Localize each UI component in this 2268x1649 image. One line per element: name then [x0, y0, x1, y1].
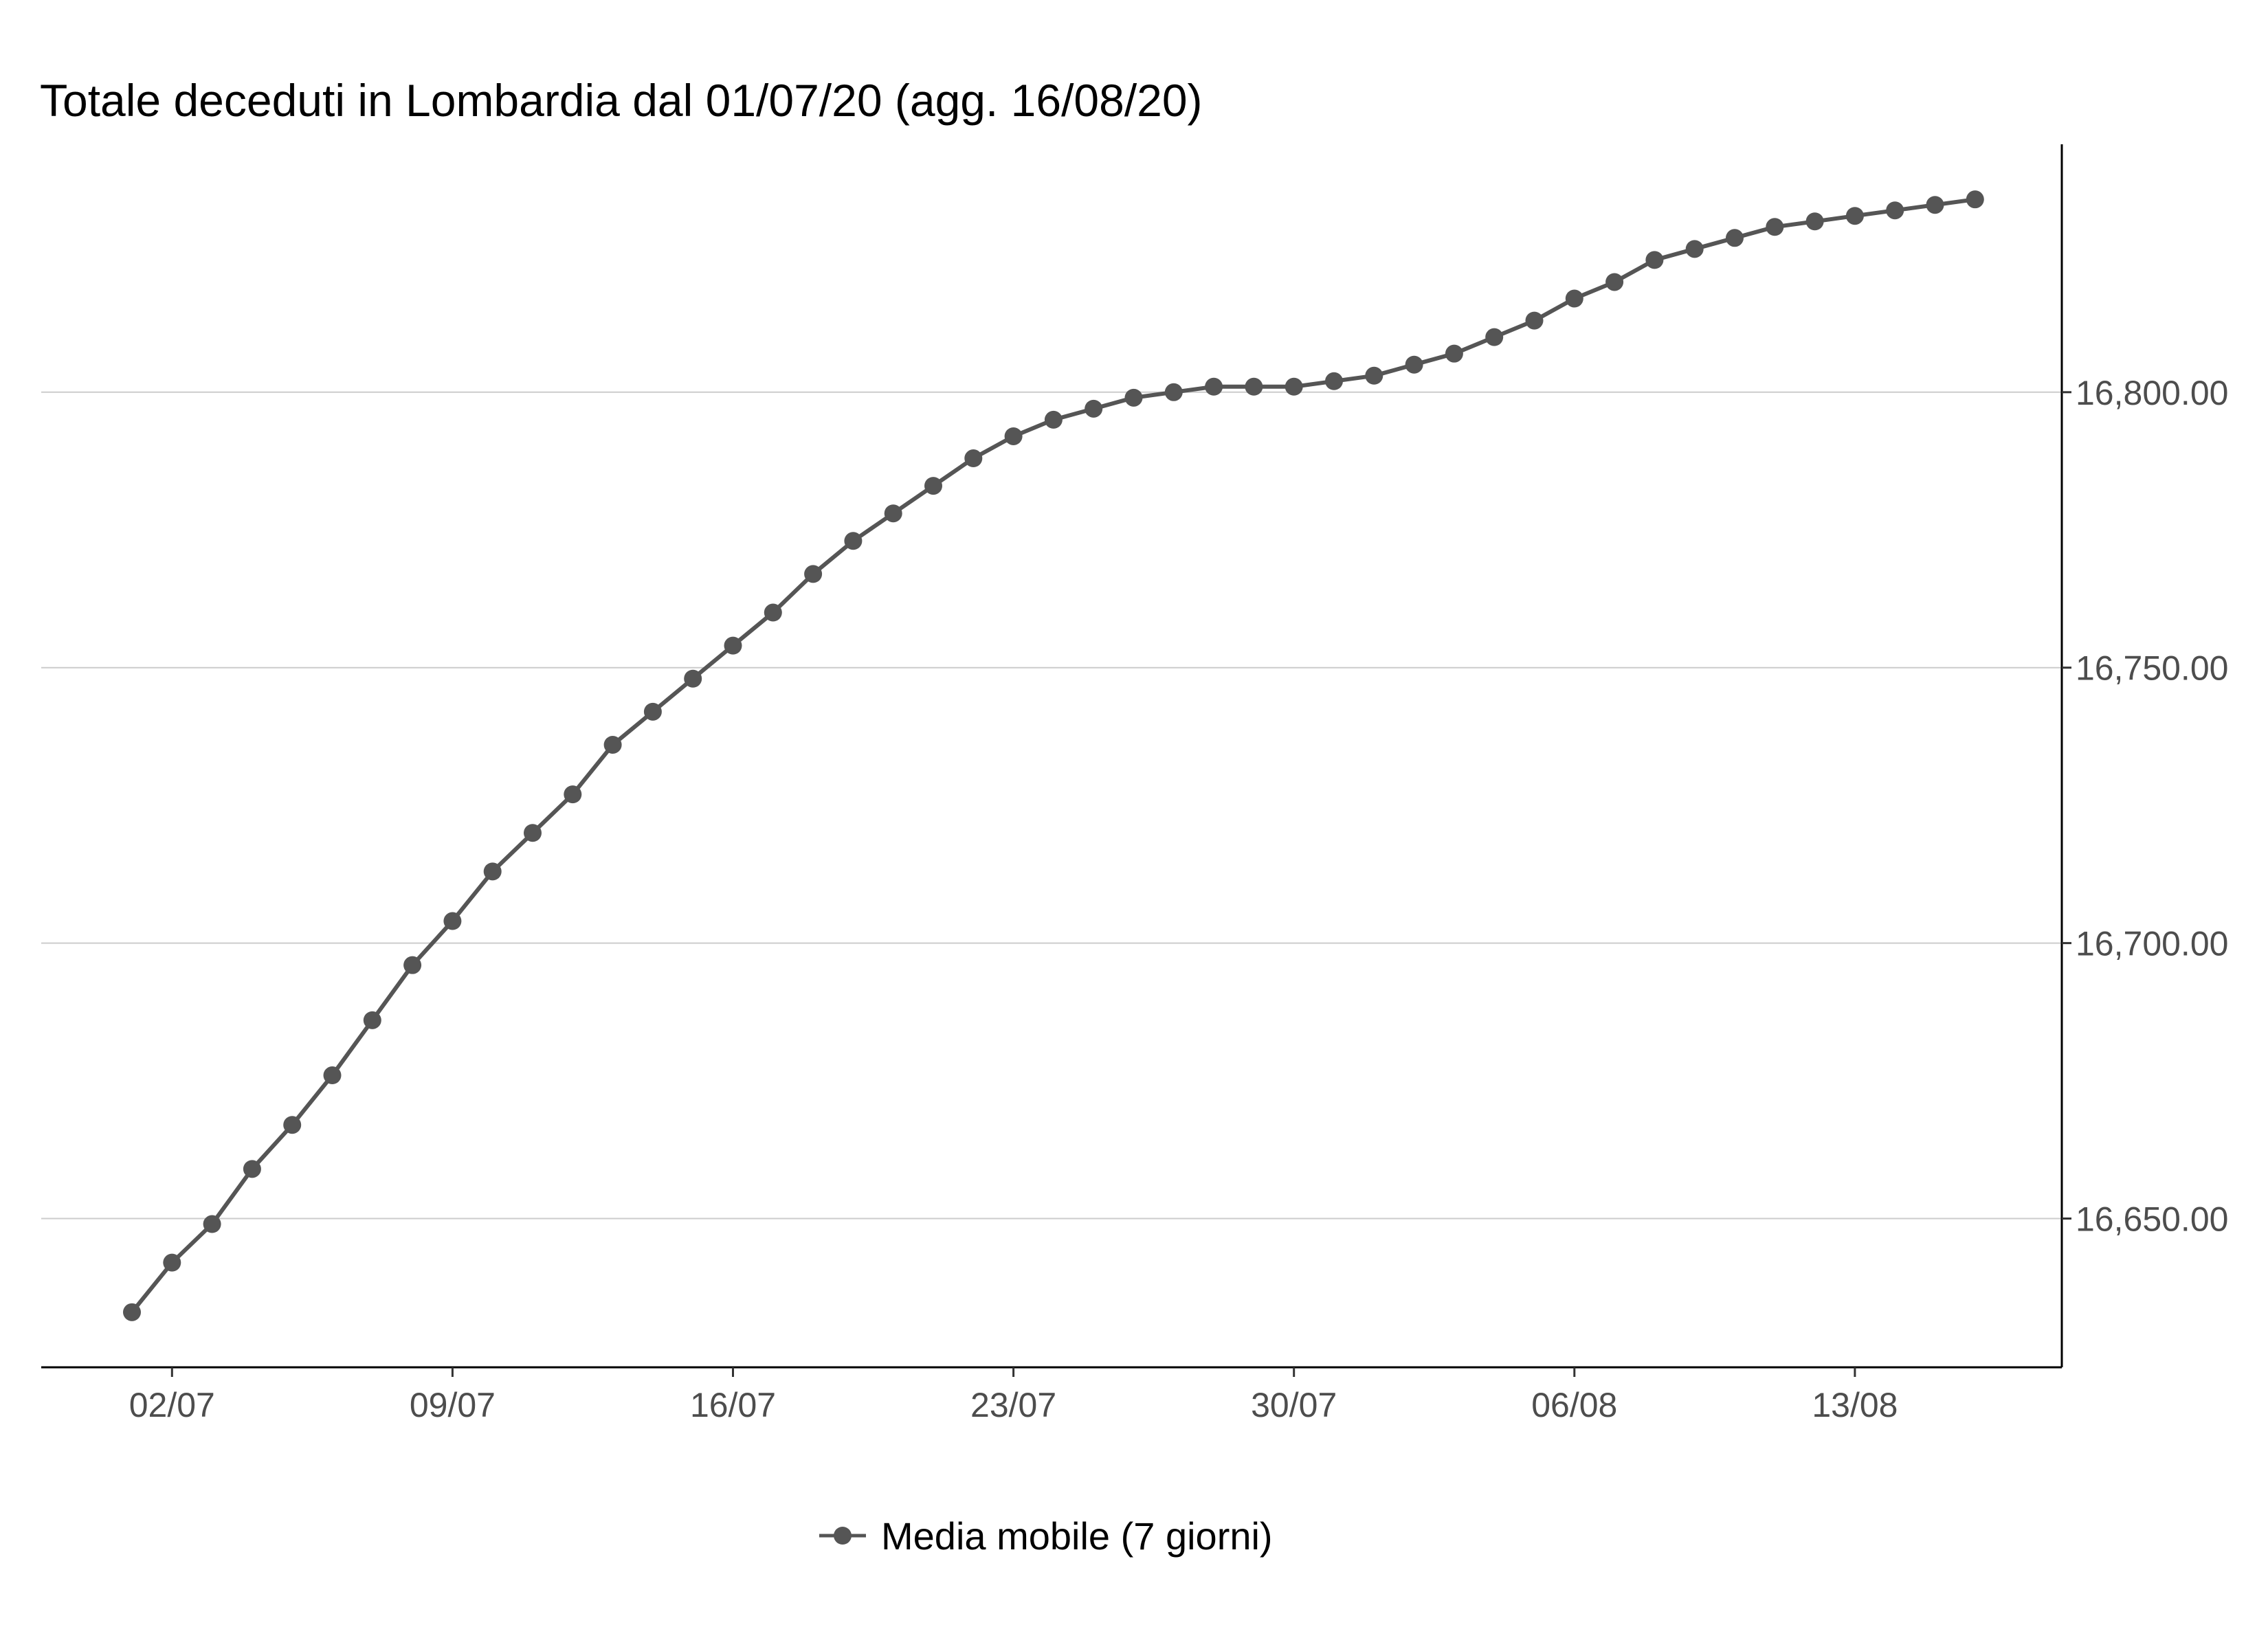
- legend: Media mobile (7 giorni): [818, 1508, 1273, 1563]
- y-tick-label-0: 16,650.00: [2076, 1200, 2228, 1239]
- x-tick-label-3: 23/07: [970, 1386, 1056, 1424]
- data-point-19-07: [844, 532, 863, 550]
- data-point-11-08: [1766, 218, 1784, 236]
- data-point-08-07: [403, 956, 422, 974]
- data-point-18-07: [804, 565, 823, 583]
- data-point-06-08: [1565, 289, 1583, 308]
- data-point-24-07: [1044, 410, 1063, 429]
- y-tick-label-2: 16,750.00: [2076, 649, 2228, 688]
- data-point-13-07: [603, 735, 622, 754]
- y-tick-label-3: 16,800.00: [2076, 374, 2228, 412]
- data-point-01-07: [123, 1303, 141, 1321]
- series-line: [130, 197, 1976, 1314]
- legend-key-marker: [819, 1527, 866, 1545]
- data-point-30-07: [1285, 377, 1303, 396]
- data-point-16-07: [724, 636, 742, 655]
- data-point-12-08: [1805, 212, 1824, 231]
- data-point-07-07: [363, 1011, 381, 1029]
- data-point-02-08: [1405, 355, 1423, 374]
- chart-title: Totale deceduti in Lombardia dal 01/07/2…: [40, 75, 1203, 126]
- gridlines: [41, 391, 2062, 1220]
- data-point-02-07: [163, 1253, 181, 1272]
- data-point-29-07: [1245, 377, 1263, 396]
- data-point-11-07: [524, 824, 542, 842]
- data-point-16-08: [1966, 190, 1984, 209]
- data-point-09-08: [1685, 240, 1704, 258]
- data-point-15-08: [1926, 196, 1944, 214]
- data-point-14-07: [643, 702, 662, 721]
- data-point-28-07: [1205, 377, 1223, 396]
- data-point-08-08: [1645, 251, 1664, 269]
- data-point-13-08: [1845, 207, 1864, 225]
- data-point-27-07: [1164, 383, 1183, 401]
- data-point-15-07: [684, 669, 702, 688]
- data-point-03-08: [1445, 344, 1463, 363]
- x-tick-label-6: 13/08: [1812, 1386, 1898, 1424]
- data-point-31-07: [1325, 372, 1343, 390]
- x-axis: 02/07 09/07 16/07 23/07 30/07 06/08 13/08: [129, 1367, 1898, 1424]
- data-point-01-08: [1365, 366, 1383, 385]
- x-tick-label-1: 09/07: [410, 1386, 496, 1424]
- x-tick-label-5: 06/08: [1531, 1386, 1617, 1424]
- data-point-22-07: [964, 449, 983, 468]
- data-point-07-08: [1605, 273, 1624, 291]
- data-point-21-07: [924, 477, 942, 495]
- data-point-17-07: [764, 603, 782, 622]
- data-point-23-07: [1004, 427, 1023, 445]
- x-tick-label-2: 16/07: [690, 1386, 776, 1424]
- data-point-20-07: [884, 504, 902, 523]
- data-point-04-07: [243, 1160, 261, 1178]
- legend-label: Media mobile (7 giorni): [881, 1514, 1273, 1558]
- data-point-10-08: [1726, 229, 1744, 247]
- data-point-10-07: [483, 862, 502, 881]
- y-tick-label-1: 16,700.00: [2076, 925, 2228, 963]
- data-point-14-08: [1886, 201, 1904, 220]
- x-tick-label-4: 30/07: [1251, 1386, 1337, 1424]
- data-point-04-08: [1485, 328, 1504, 346]
- x-tick-label-0: 02/07: [129, 1386, 215, 1424]
- data-point-12-07: [564, 785, 582, 804]
- y-axis: 16,650.00 16,700.00 16,750.00 16,800.00: [2062, 374, 2228, 1239]
- data-point-25-07: [1085, 399, 1103, 418]
- data-point-03-07: [203, 1215, 221, 1233]
- data-point-05-07: [283, 1116, 302, 1134]
- data-point-26-07: [1124, 388, 1143, 407]
- data-point-05-08: [1525, 311, 1544, 330]
- data-point-09-07: [443, 912, 462, 930]
- series-media-mobile: [123, 190, 1984, 1321]
- data-point-06-07: [323, 1066, 342, 1085]
